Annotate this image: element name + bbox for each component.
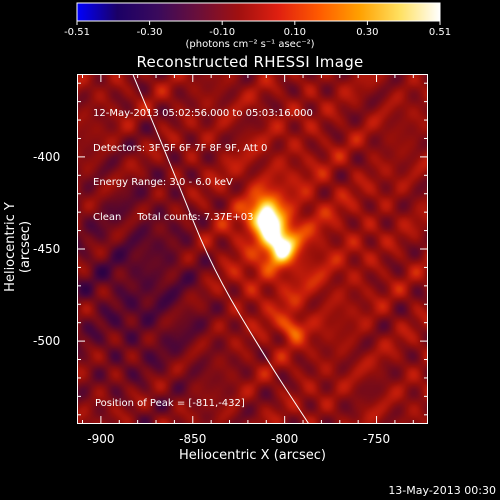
info-clean-counts: Clean Total counts: 7.37E+03: [93, 211, 254, 223]
rhessi-image: [78, 75, 427, 423]
y-tick-label: -400: [33, 149, 61, 164]
x-tick-label: -800: [271, 432, 299, 446]
solar-limb-line: [132, 75, 309, 423]
info-block: 12-May-2013 05:02:56.000 to 05:03:16.000…: [93, 85, 313, 235]
y-tick-marks: [77, 82, 428, 416]
plot-title: Reconstructed RHESSI Image: [136, 53, 364, 71]
colorbar-tick-label: 0.10: [283, 27, 306, 38]
y-tick-label: -450: [33, 242, 61, 256]
x-tick-label: -850: [179, 432, 207, 446]
colorbar-tick-label: 0.30: [356, 27, 379, 38]
colorbar-tick-label: -0.10: [209, 27, 236, 38]
x-axis-label: Heliocentric X (arcsec): [179, 448, 326, 463]
x-tick-label: -900: [87, 432, 115, 446]
x-tick-label: -750: [362, 432, 391, 446]
info-detectors: Detectors: 3F 5F 6F 7F 8F 9F, Att 0: [93, 142, 268, 154]
colorbar-tick-label: -0.51: [64, 27, 90, 38]
colorbar-bar: [76, 2, 441, 22]
x-tick-marks: [82, 74, 414, 424]
colorbar-ticks: [76, 21, 441, 25]
info-energy-range: Energy Range: 3.0 - 6.0 keV: [93, 177, 233, 188]
colorbar: [76, 2, 441, 25]
plot-overlay: [132, 75, 309, 423]
colorbar-units: (photons cm⁻² s⁻¹ asec⁻²): [185, 39, 315, 50]
y-axis-label: Heliocentric Y (arcsec): [3, 202, 33, 292]
y-tick-label: -500: [33, 334, 61, 349]
peak-position-label: Position of Peak = [-811,-432]: [95, 398, 245, 409]
plot-timestamp: 13-May-2013 00:30: [388, 484, 496, 497]
info-time-range: 12-May-2013 05:02:56.000 to 05:03:16.000: [93, 108, 313, 119]
colorbar-tick-label: 0.51: [428, 27, 452, 38]
colorbar-tick-label: -0.30: [136, 27, 163, 38]
